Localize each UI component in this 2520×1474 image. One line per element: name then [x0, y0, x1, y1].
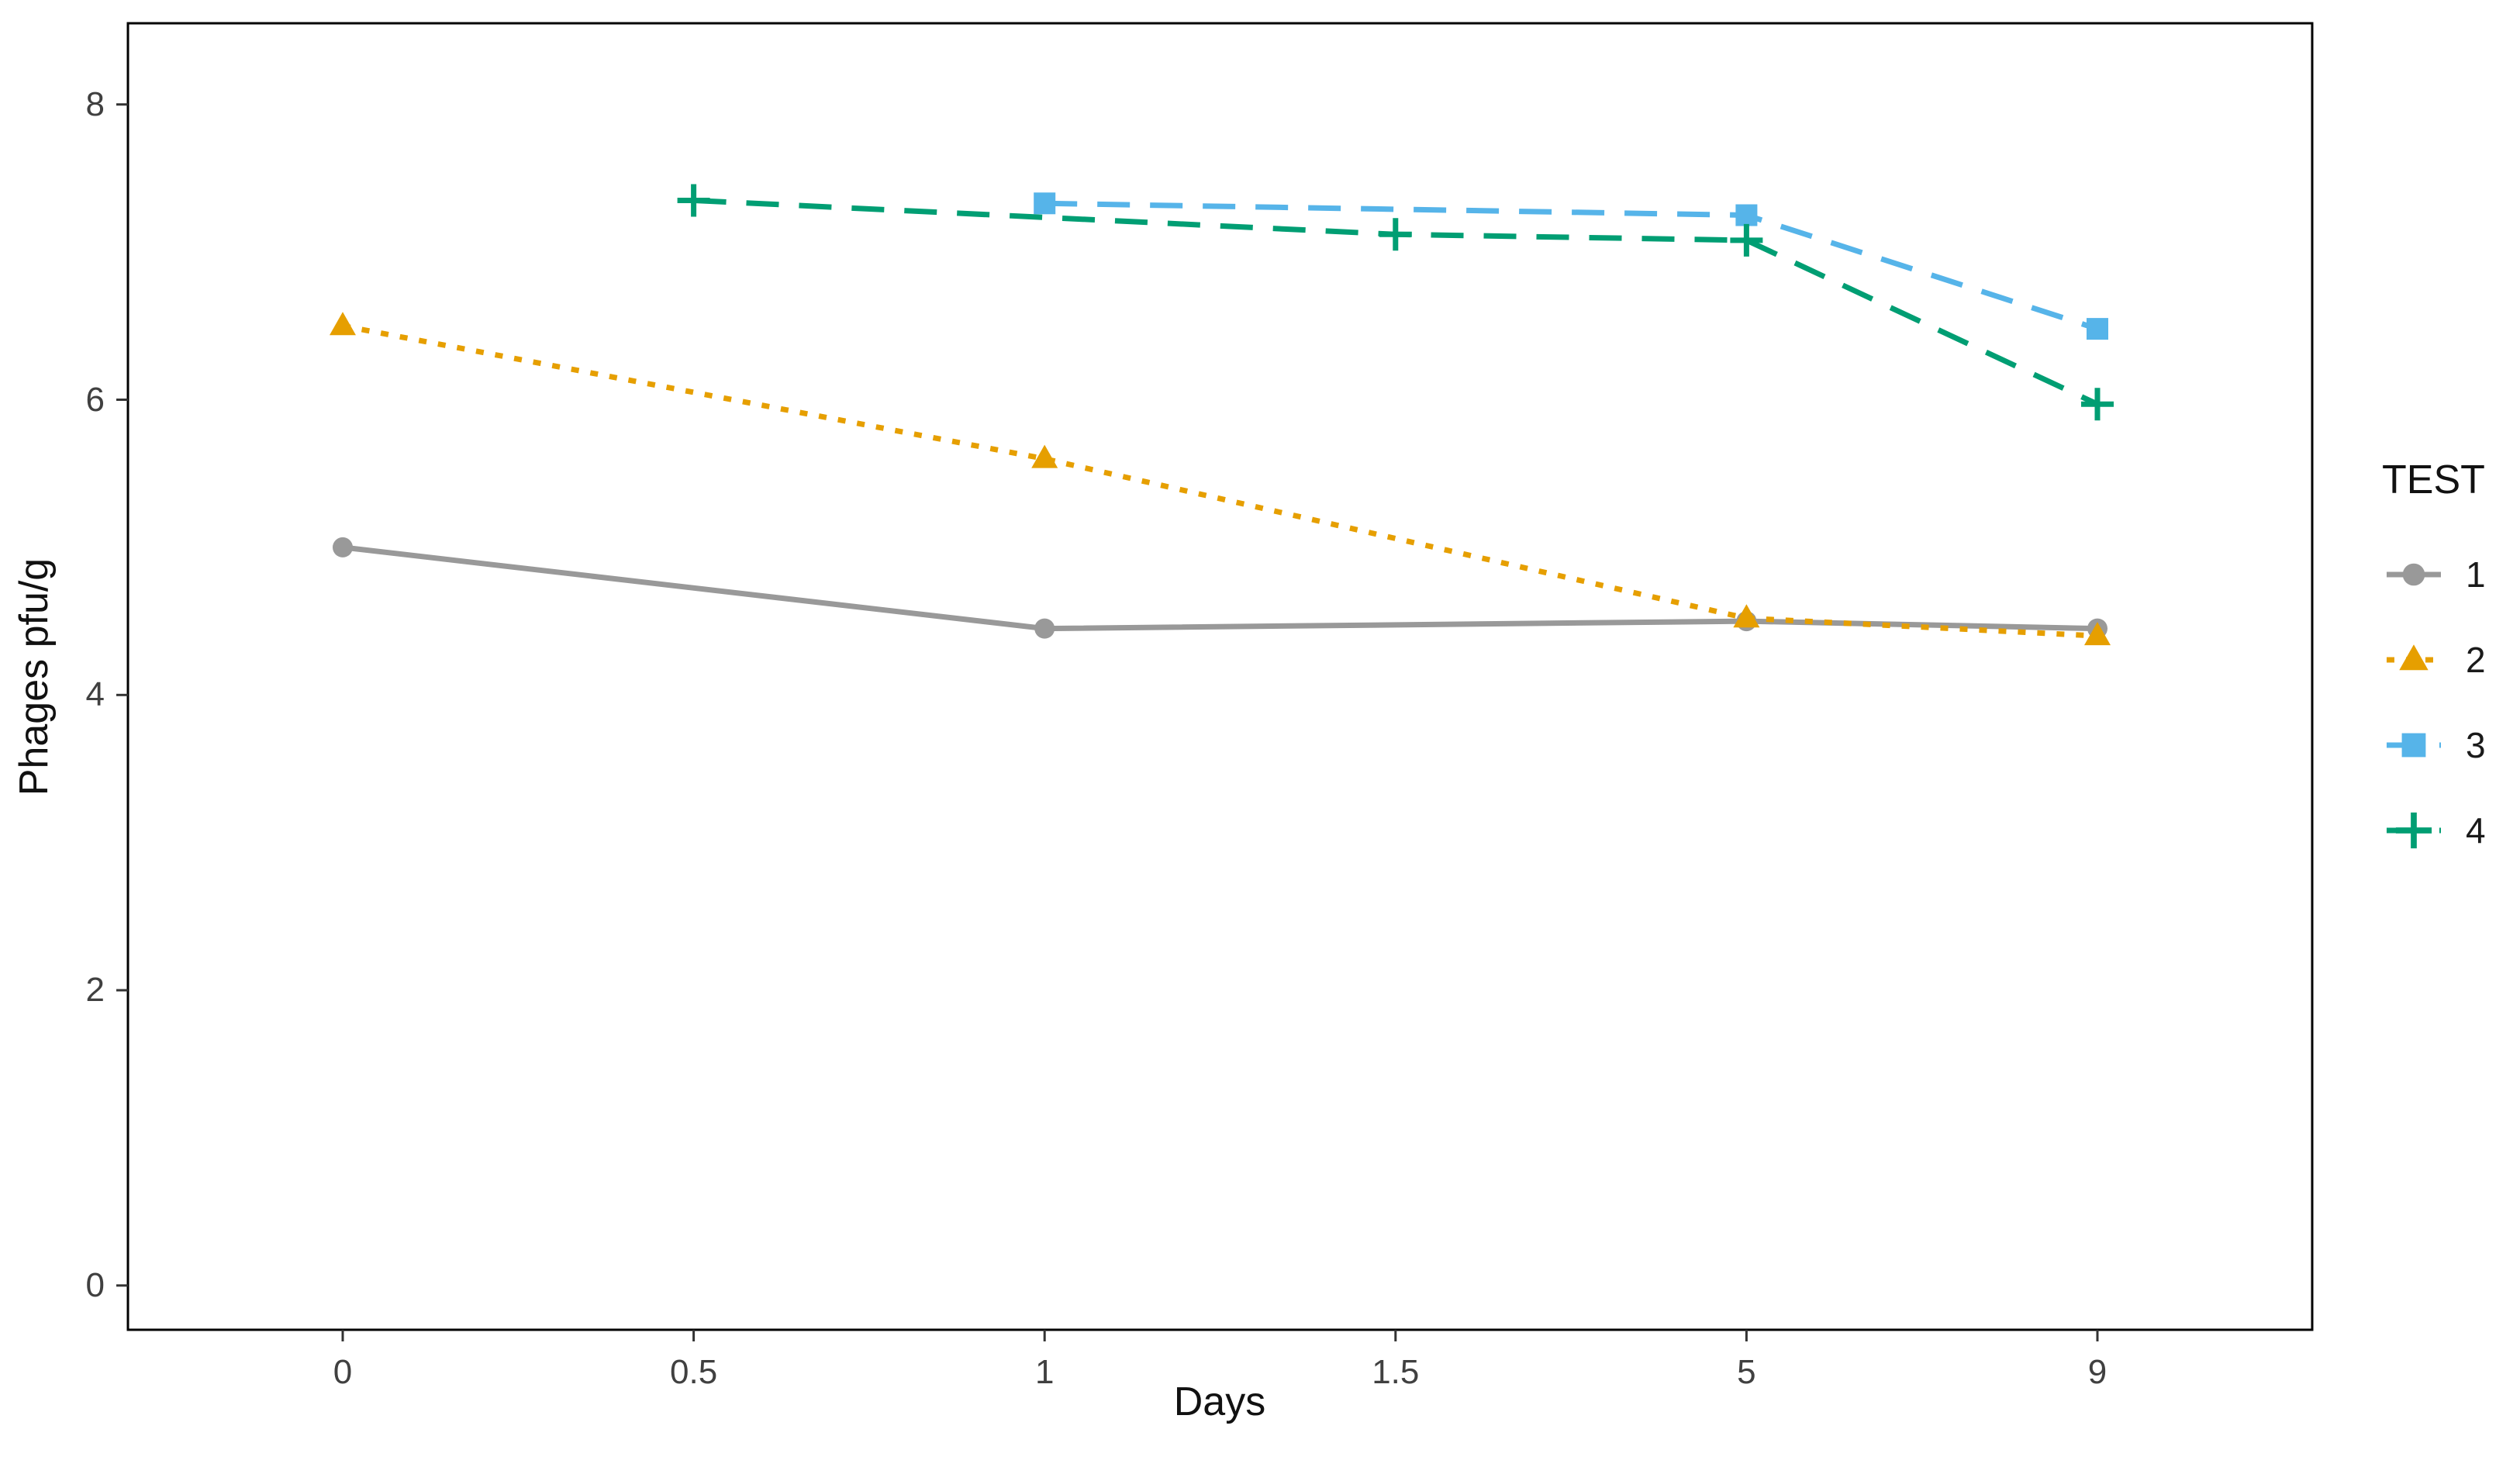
x-tick-label: 0.5 [670, 1353, 718, 1391]
plot-panel [126, 22, 2314, 1331]
x-tick-label: 5 [1737, 1353, 1756, 1391]
x-tick-label: 9 [2087, 1353, 2107, 1391]
y-tick-label: 2 [85, 971, 105, 1010]
plus-legend-key-icon [2387, 812, 2441, 849]
y-tick-label: 0 [85, 1265, 105, 1304]
legend-item-4: 4 [2382, 788, 2520, 873]
y-axis-title: Phages pfu/g [12, 557, 57, 796]
legend-label: 1 [2466, 554, 2486, 595]
legend-item-1: 1 [2382, 532, 2520, 617]
series-2 [330, 312, 2111, 646]
legend-label: 3 [2466, 725, 2486, 765]
legend-label: 2 [2466, 640, 2486, 680]
legend: TEST 1 2 3 4 [2382, 456, 2520, 873]
series-3 [1034, 192, 2108, 340]
y-tick-label: 4 [85, 675, 105, 714]
series-4 [677, 184, 2114, 421]
x-tick-label: 1 [1034, 1353, 1055, 1391]
x-tick-label: 1.5 [1372, 1353, 1420, 1391]
x-tick-label: 0 [333, 1353, 353, 1391]
legend-title: TEST [2382, 457, 2485, 502]
square-legend-key-icon [2387, 733, 2441, 758]
y-tick-label: 8 [85, 85, 105, 123]
triangle-legend-key-icon [2387, 644, 2441, 671]
legend-item-3: 3 [2382, 702, 2520, 788]
x-axis-title: Days [1173, 1379, 1266, 1424]
series-2-line [342, 323, 2098, 639]
legend-item-2: 2 [2382, 617, 2520, 702]
circle-legend-key-icon [2387, 563, 2441, 586]
legend-label: 4 [2466, 810, 2486, 851]
legend-items: 1 2 3 4 [2382, 532, 2520, 873]
y-tick-label: 6 [85, 380, 105, 419]
